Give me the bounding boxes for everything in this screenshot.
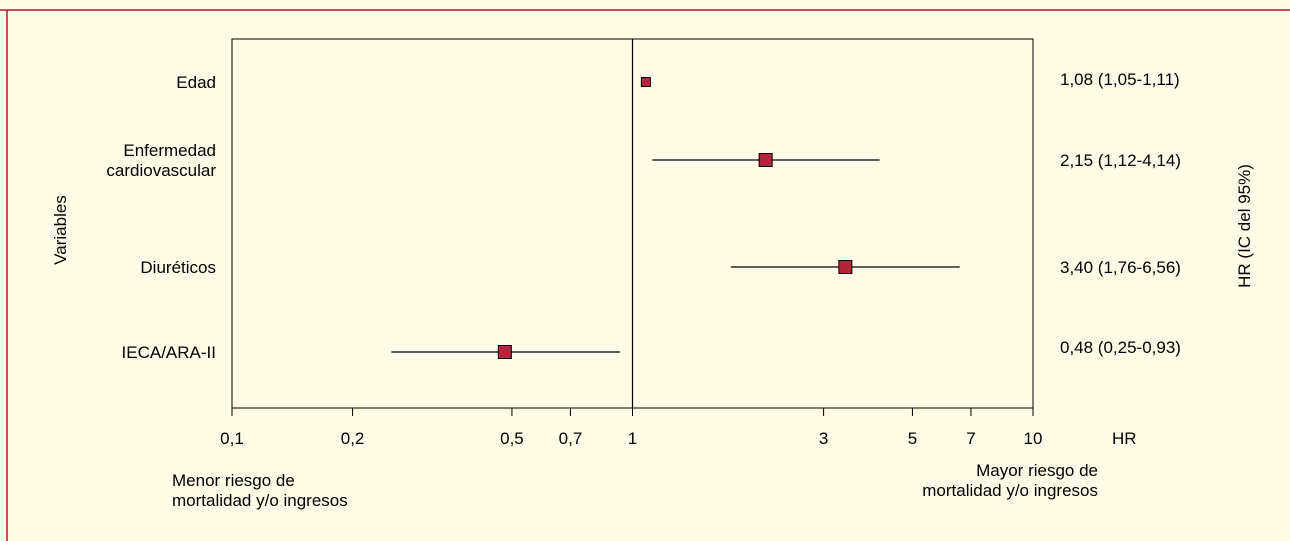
x-tick-label: 7 (966, 429, 975, 448)
hr-value-text: 0,48 (0,25-0,93) (1060, 338, 1181, 357)
right-note: mortalidad y/o ingresos (922, 481, 1098, 500)
x-tick-label: 0,2 (341, 429, 365, 448)
hr-marker (758, 153, 773, 167)
hr-value-text: 3,40 (1,76-6,56) (1060, 258, 1181, 277)
row-label: IECA/ARA-II (122, 343, 216, 362)
x-axis-label: HR (1112, 429, 1137, 448)
right-note: Mayor riesgo de (976, 461, 1098, 480)
x-tick-label: 1 (628, 429, 637, 448)
hr-value-text: 2,15 (1,12-4,14) (1060, 151, 1181, 170)
left-note: mortalidad y/o ingresos (172, 491, 348, 510)
x-tick-label: 0,5 (500, 429, 524, 448)
hr-marker (838, 260, 853, 274)
y-axis-label: Variables (51, 195, 70, 265)
row-label: cardiovascular (106, 161, 216, 180)
x-tick-label: 3 (819, 429, 828, 448)
hr-marker (497, 345, 512, 359)
x-tick-label: 5 (908, 429, 917, 448)
x-tick-label: 10 (1024, 429, 1043, 448)
x-tick-label: 0,1 (220, 429, 244, 448)
left-note: Menor riesgo de (172, 471, 295, 490)
right-axis-label: HR (IC del 95%) (1235, 164, 1254, 288)
hr-value-text: 1,08 (1,05-1,11) (1060, 70, 1180, 89)
x-tick-label: 0,7 (559, 429, 583, 448)
row-label: Enfermedad (123, 141, 216, 160)
row-label: Edad (176, 73, 216, 92)
row-label: Diuréticos (140, 258, 216, 277)
hr-marker (640, 77, 651, 87)
